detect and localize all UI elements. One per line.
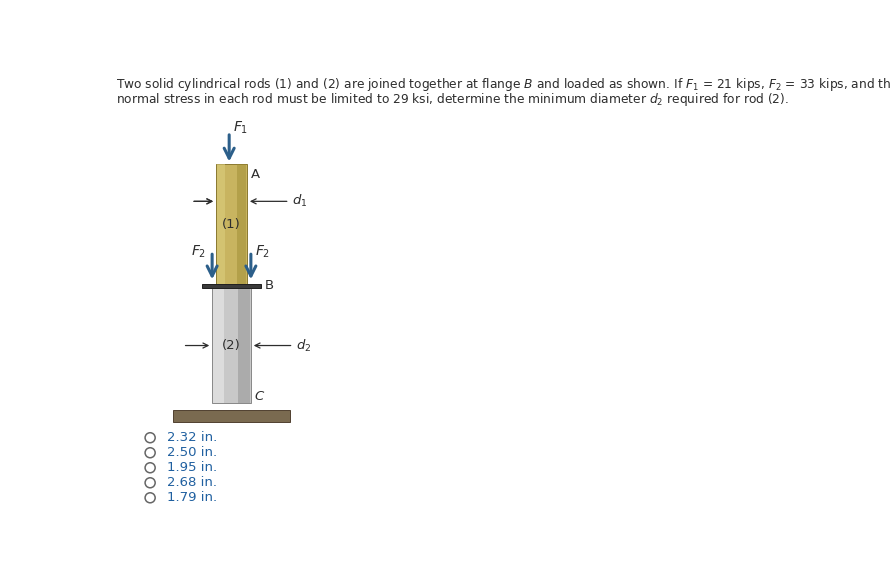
Bar — [202, 284, 261, 288]
Bar — [217, 164, 225, 284]
Text: (2): (2) — [222, 339, 241, 352]
Text: $d_2$: $d_2$ — [296, 338, 311, 353]
Text: $F_1$: $F_1$ — [233, 119, 249, 136]
Text: (1): (1) — [222, 218, 241, 231]
Text: normal stress in each rod must be limited to 29 ksi, determine the minimum diame: normal stress in each rod must be limite… — [116, 91, 789, 108]
Text: 2.68 in.: 2.68 in. — [168, 476, 217, 490]
Text: Two solid cylindrical rods (1) and (2) are joined together at flange $\mathit{B}: Two solid cylindrical rods (1) and (2) a… — [116, 76, 891, 93]
Text: B: B — [265, 279, 274, 292]
Text: 2.32 in.: 2.32 in. — [168, 431, 217, 444]
Text: C: C — [255, 390, 264, 403]
Bar — [174, 410, 290, 422]
Bar — [213, 288, 224, 403]
Bar — [212, 288, 251, 403]
Text: 1.79 in.: 1.79 in. — [168, 491, 217, 504]
Bar — [216, 164, 247, 284]
Text: 1.95 in.: 1.95 in. — [168, 461, 217, 474]
Text: 2.50 in.: 2.50 in. — [168, 446, 217, 459]
Text: $d_1$: $d_1$ — [292, 193, 307, 210]
Bar — [237, 164, 246, 284]
Text: $F_2$: $F_2$ — [191, 243, 206, 259]
Text: $F_2$: $F_2$ — [255, 243, 270, 259]
Bar — [238, 288, 249, 403]
Text: A: A — [251, 168, 260, 181]
